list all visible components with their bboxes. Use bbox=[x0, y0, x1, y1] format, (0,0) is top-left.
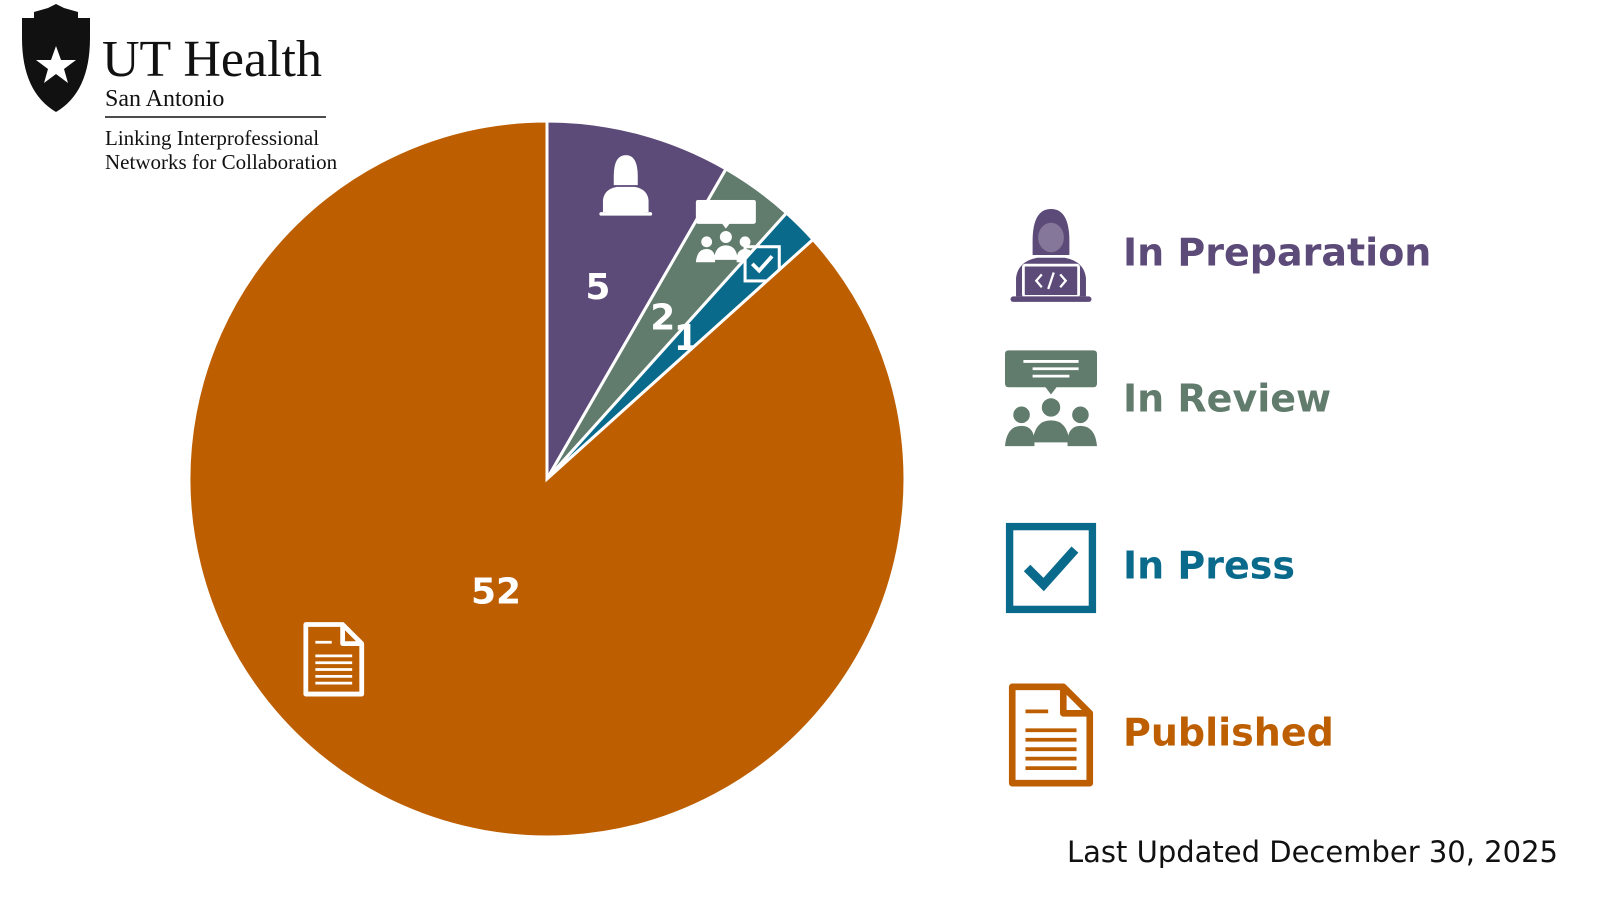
legend-label: Published bbox=[1123, 711, 1334, 755]
data-label: 5 bbox=[585, 267, 610, 308]
legend-label: In Preparation bbox=[1123, 231, 1431, 275]
logo-line: Linking Interprofessional bbox=[105, 126, 319, 150]
legend-icon bbox=[1009, 207, 1093, 304]
logo-name: UT Health bbox=[102, 31, 322, 88]
footer: Last Updated December 30, 2025 bbox=[1067, 835, 1558, 869]
legend-icon bbox=[1005, 349, 1097, 448]
logo-place: San Antonio bbox=[105, 86, 224, 112]
legend-icon bbox=[1012, 687, 1090, 783]
logo-star bbox=[36, 46, 76, 83]
pie-slice bbox=[187, 119, 907, 839]
data-label: 52 bbox=[471, 571, 521, 612]
data-label: 2 bbox=[650, 298, 675, 339]
pie-slice bbox=[545, 119, 729, 485]
logo-line: Networks for Collaboration bbox=[105, 150, 338, 174]
legend-icon bbox=[1010, 527, 1093, 610]
legend-label: In Review bbox=[1123, 377, 1331, 421]
logo: UT Health San Antonio Linking Interprofe… bbox=[22, 4, 338, 174]
legend-label: In Press bbox=[1123, 544, 1295, 588]
legend: In Preparation In Review In Press Published bbox=[1005, 207, 1431, 783]
